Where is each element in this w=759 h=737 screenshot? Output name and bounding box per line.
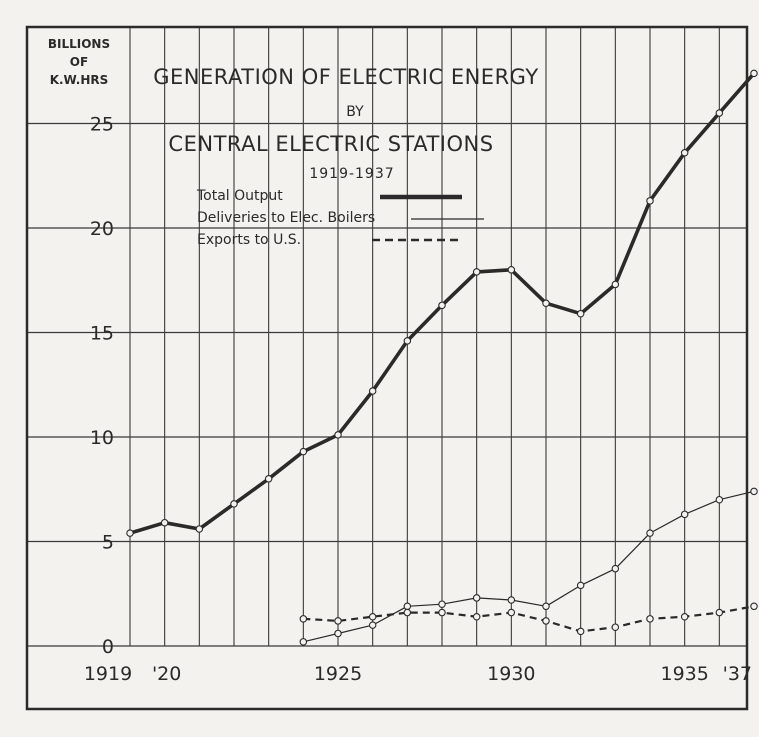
data-point <box>403 608 412 617</box>
data-point <box>334 617 342 625</box>
data-point <box>680 149 689 157</box>
y-tick-label: 15 <box>90 323 114 345</box>
y-unit-line-1: BILLIONS <box>48 37 110 51</box>
data-point <box>438 608 446 617</box>
plot-frame <box>25 25 749 711</box>
y-unit-label: BILLIONS OF K.W.HRS <box>48 37 110 87</box>
y-tick-label: 5 <box>102 532 114 554</box>
chart-subtitle: CENTRAL ELECTRIC STATIONS <box>168 132 493 156</box>
data-point <box>334 629 342 638</box>
chart-title-by: BY <box>346 104 364 120</box>
data-series <box>126 69 758 646</box>
data-point <box>611 623 620 631</box>
data-point <box>715 495 724 504</box>
data-point <box>368 387 377 395</box>
y-tick-label: 20 <box>90 218 114 240</box>
data-point <box>576 309 585 318</box>
data-point <box>680 510 689 519</box>
data-point <box>646 529 654 537</box>
x-tick-label: '37 <box>723 663 752 685</box>
x-axis-tick-labels: 1919 '20 1925 1930 1935 '37 <box>84 663 752 685</box>
y-tick-label: 10 <box>90 427 114 449</box>
data-point <box>472 594 481 602</box>
data-point <box>715 608 724 617</box>
data-point <box>542 602 550 611</box>
legend-label-exports: Exports to U.S. <box>197 232 301 248</box>
data-point <box>715 109 724 117</box>
data-point <box>230 500 238 508</box>
y-unit-line-2: OF <box>70 55 88 69</box>
data-point <box>507 266 516 274</box>
data-point <box>299 615 308 623</box>
data-point <box>403 602 412 611</box>
data-point <box>403 337 412 345</box>
series-line-2 <box>303 605 755 633</box>
data-point <box>750 69 758 78</box>
series-line-1 <box>303 490 755 643</box>
x-tick-label: 1925 <box>314 663 362 685</box>
data-point <box>611 564 620 573</box>
chart-date-range: 1919-1937 <box>309 166 394 182</box>
data-point <box>750 487 758 496</box>
data-point <box>264 475 273 483</box>
data-point <box>750 602 758 611</box>
data-point <box>438 301 446 310</box>
x-tick-label: '20 <box>152 663 181 685</box>
legend-label-total-output: Total Output <box>196 188 283 204</box>
data-point <box>507 596 516 604</box>
x-tick-label: 1930 <box>487 663 535 685</box>
data-point <box>472 268 481 276</box>
data-point <box>542 299 550 307</box>
data-point <box>334 431 342 439</box>
data-point <box>160 518 169 527</box>
data-point <box>126 529 134 537</box>
data-point <box>576 581 585 590</box>
data-point <box>542 617 550 625</box>
data-point <box>368 612 377 621</box>
data-point <box>299 638 308 646</box>
grid-lines <box>27 27 747 647</box>
y-tick-label: 0 <box>102 636 114 658</box>
y-tick-label: 25 <box>90 114 114 136</box>
data-point <box>438 600 446 608</box>
data-point <box>576 627 585 636</box>
chart-title: GENERATION OF ELECTRIC ENERGY <box>153 65 538 89</box>
data-point <box>299 447 308 456</box>
title-block: GENERATION OF ELECTRIC ENERGY BY CENTRAL… <box>153 65 538 182</box>
data-point <box>507 608 516 617</box>
x-tick-label: 1919 <box>84 663 132 685</box>
data-point <box>611 280 620 289</box>
data-point <box>646 197 654 205</box>
legend-label-deliveries: Deliveries to Elec. Boilers <box>197 210 375 226</box>
y-unit-line-3: K.W.HRS <box>50 73 109 87</box>
data-point <box>195 525 204 533</box>
data-point <box>368 621 377 629</box>
y-axis-tick-labels: 0 5 10 15 20 25 <box>90 114 114 659</box>
data-point <box>472 612 481 621</box>
data-point <box>680 612 689 621</box>
legend: Total Output Deliveries to Elec. Boilers… <box>196 188 484 248</box>
data-point <box>646 615 654 623</box>
x-tick-label: 1935 <box>660 663 708 685</box>
